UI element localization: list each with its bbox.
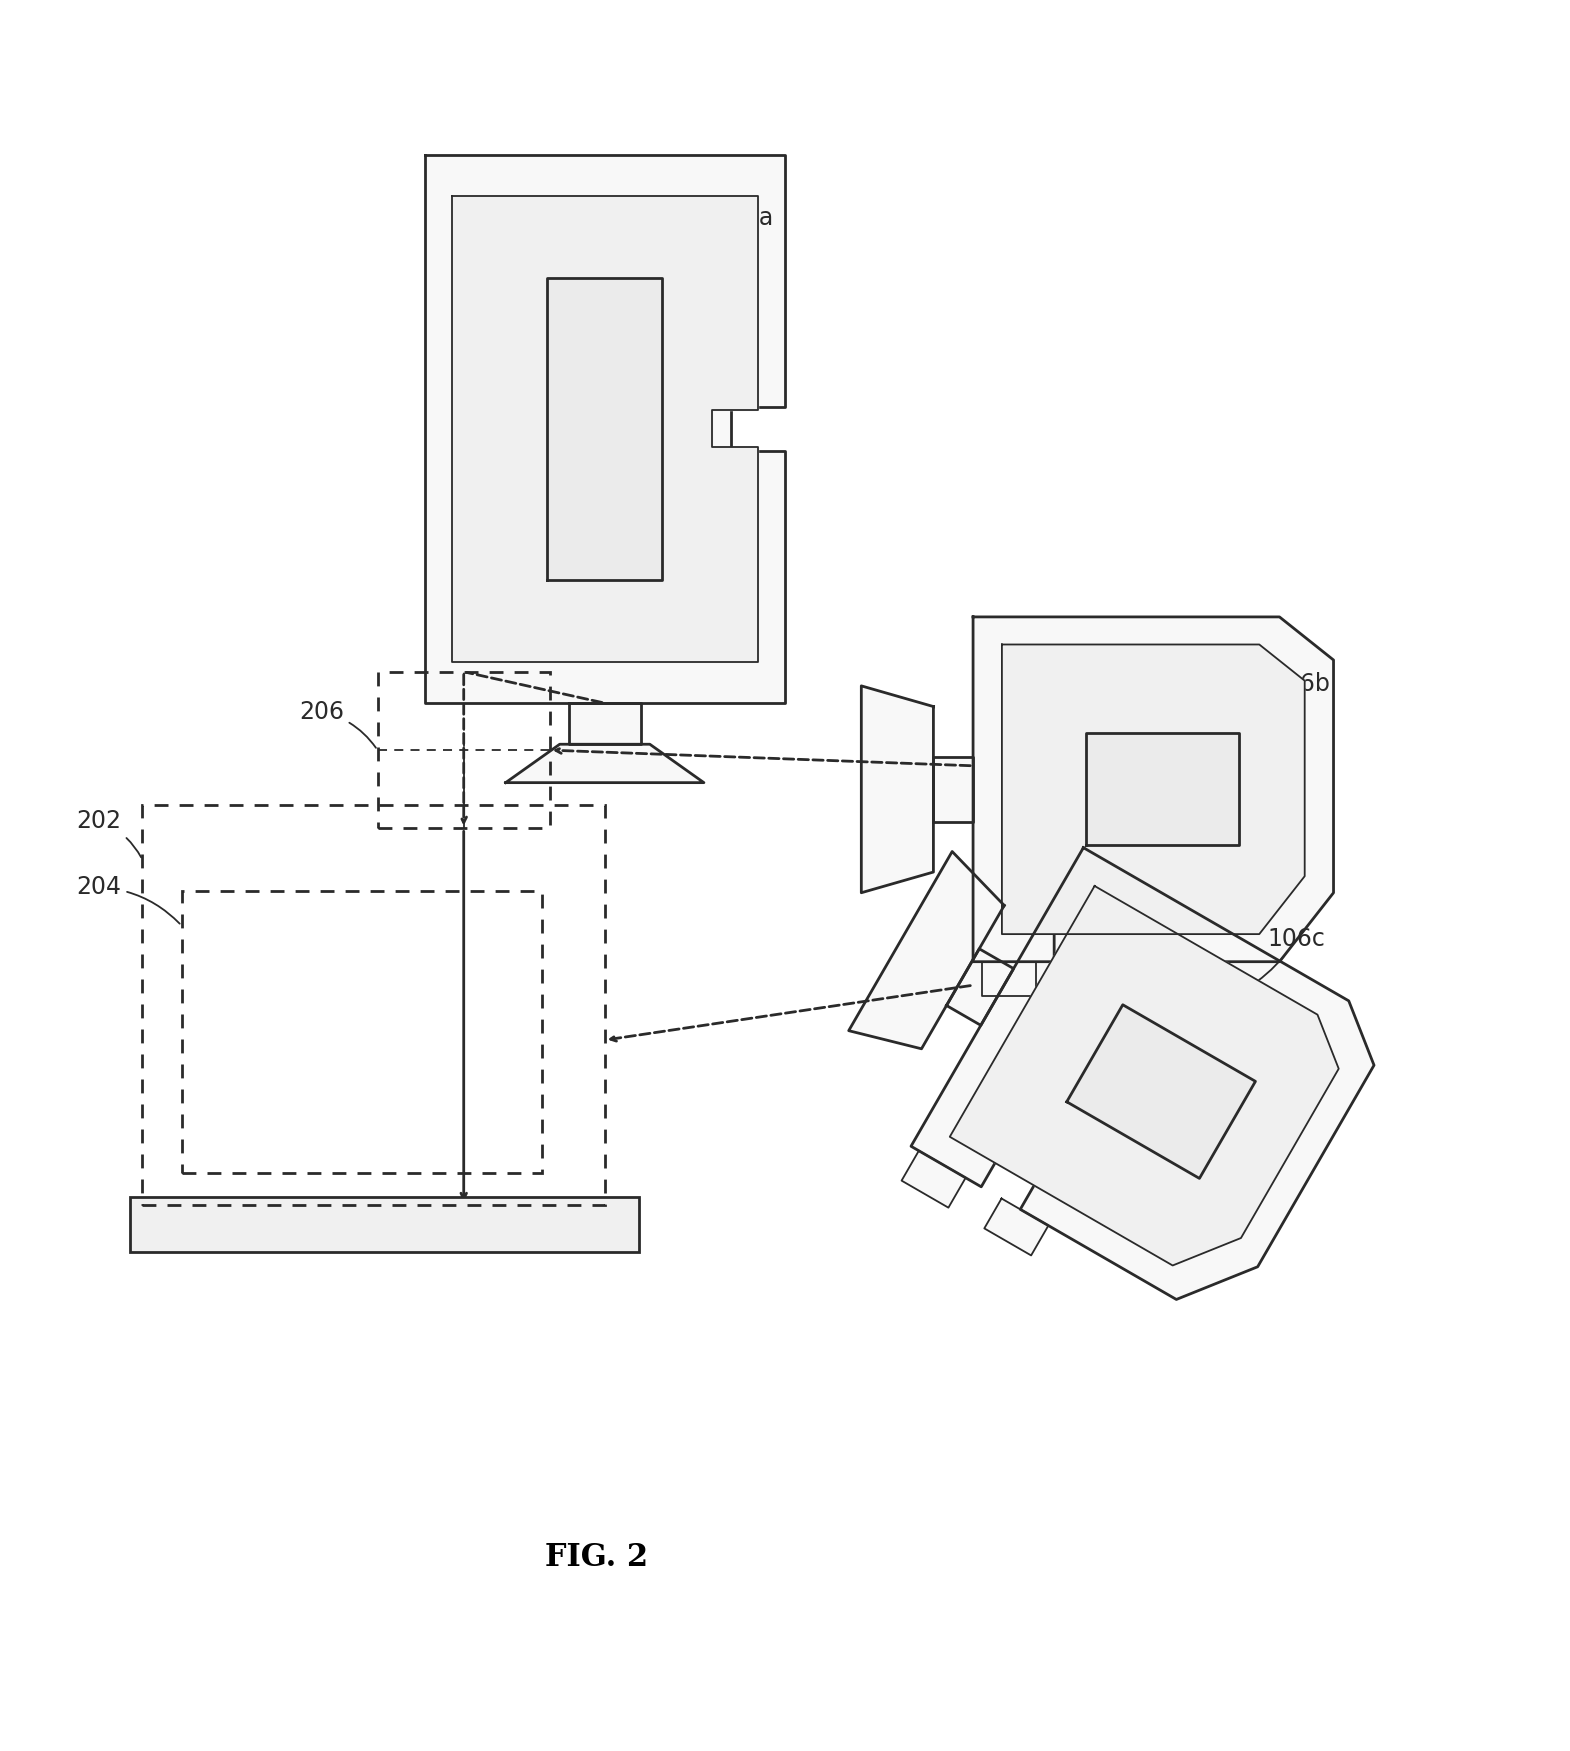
Polygon shape — [911, 847, 1374, 1299]
Polygon shape — [546, 278, 663, 580]
Polygon shape — [424, 154, 785, 704]
Text: FIG. 2: FIG. 2 — [545, 1541, 648, 1572]
Text: 106c: 106c — [1199, 926, 1325, 1009]
Polygon shape — [950, 886, 1339, 1266]
Polygon shape — [947, 949, 1014, 1026]
Bar — [143, 805, 604, 1205]
Polygon shape — [849, 851, 1005, 1049]
Text: 204: 204 — [77, 876, 179, 923]
Polygon shape — [862, 686, 934, 893]
Text: 106a: 106a — [655, 207, 774, 287]
Text: 202: 202 — [77, 809, 141, 858]
Polygon shape — [1077, 961, 1132, 996]
Polygon shape — [1086, 734, 1239, 846]
Polygon shape — [506, 744, 703, 783]
Text: 106b: 106b — [1207, 672, 1331, 742]
Polygon shape — [973, 616, 1333, 961]
Bar — [377, 672, 550, 828]
Polygon shape — [452, 196, 758, 662]
Polygon shape — [934, 756, 973, 821]
Bar — [182, 891, 542, 1173]
Polygon shape — [1066, 1005, 1256, 1178]
Polygon shape — [901, 1150, 966, 1208]
Polygon shape — [983, 961, 1036, 996]
Polygon shape — [568, 704, 641, 744]
Polygon shape — [1002, 644, 1305, 933]
Text: 206: 206 — [300, 700, 375, 748]
Polygon shape — [984, 1198, 1049, 1255]
Bar — [130, 1196, 639, 1252]
